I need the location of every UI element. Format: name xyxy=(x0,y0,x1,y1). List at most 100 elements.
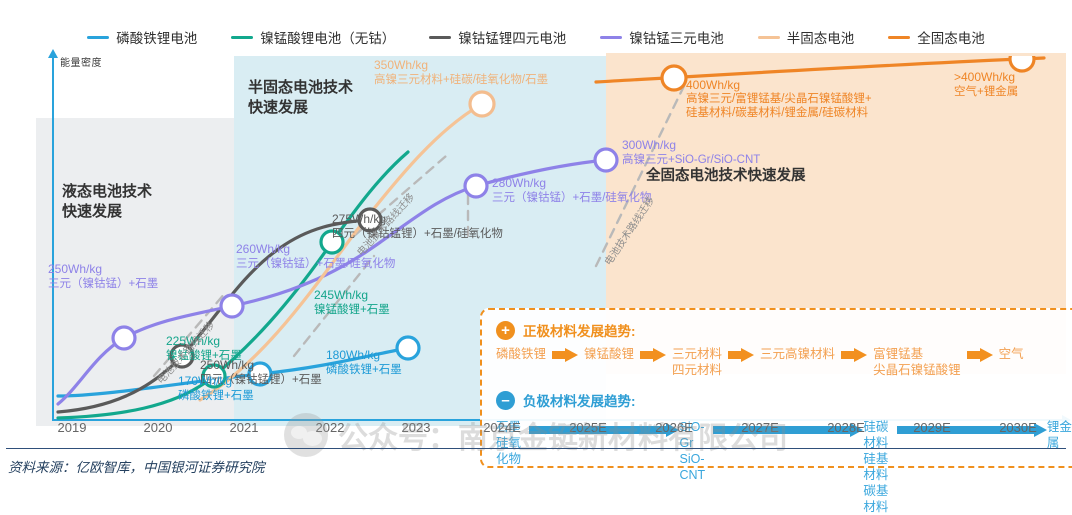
chain-arrow xyxy=(896,422,1047,443)
x-tick-2023: 2023 xyxy=(401,420,431,435)
negative-trend-header: – 负极材料发展趋势: xyxy=(496,390,1072,410)
chain-arrow xyxy=(640,347,667,368)
arrow-icon xyxy=(552,348,579,362)
label-245-lnmo: 245Wh/kg 镍锰酸锂+石墨 xyxy=(314,288,390,316)
band-title-allsolid: 全固态电池技术快速发展 xyxy=(646,168,806,184)
arrow-icon xyxy=(728,348,755,362)
label-170-lfp: 170Wh/kg 磷酸铁锂+石墨 xyxy=(178,374,254,402)
plot-area: 能量密度 液态电池技术 快速发展 半固态电池技术 快速发展 全固态电池技术快速发… xyxy=(36,49,1072,514)
chart-legend: 磷酸铁锂电池 镍锰酸锂电池（无钴） 镍钴锰锂四元电池 镍钴锰三元电池 半固态电池 全固态电… xyxy=(0,26,1072,48)
legend-swatch xyxy=(87,35,110,39)
datapoint-250-ncm xyxy=(111,325,137,351)
legend-label: 镍锰酸锂电池（无钴） xyxy=(260,31,396,46)
datapoint-225-lnmo xyxy=(201,363,227,389)
band-title-liquid: 液态电池技术 快速发展 xyxy=(62,183,153,220)
legend-label: 镍钴锰三元电池 xyxy=(629,31,724,46)
chain-arrow xyxy=(713,422,864,443)
x-tick-2022: 2022 xyxy=(315,420,345,435)
x-tick-2027E: 2027E xyxy=(741,420,779,435)
negative-trend-title: 负极材料发展趋势: xyxy=(523,394,636,409)
chain-item: 磷酸铁锂 xyxy=(496,347,547,361)
series-line-allsolid xyxy=(594,56,1046,84)
x-tick-2030E: 2030E xyxy=(999,420,1037,435)
chain-arrow xyxy=(552,347,579,368)
chain-item: 锂金属 xyxy=(1046,420,1072,450)
material-trend-box: + 正极材料发展趋势: 磷酸铁锂 镍锰酸锂 三元材料 四元材料 三元高镍材料 富锂锰基 … xyxy=(480,308,1072,514)
chain-arrow xyxy=(529,422,680,443)
x-tick-2026E: 2026E xyxy=(655,420,693,435)
chain-item: 石墨 硅氧化物 xyxy=(496,420,522,466)
label-250-ncm: 250Wh/kg 三元（镍钴锰）+石墨 xyxy=(48,262,159,290)
legend-label: 半固态电池 xyxy=(786,31,855,46)
datapoint-245-lnmo xyxy=(319,229,345,255)
datapoint-260-ncm xyxy=(219,293,245,319)
datapoint-400-allsolid xyxy=(660,64,688,92)
chain-item: 镍锰酸锂 xyxy=(584,347,635,361)
label-400-allsolid: 400Wh/kg 高镍三元/富锂锰基/尖晶石镍锰酸锂+ 硅基材料/碳基材料/锂金… xyxy=(686,78,872,119)
label-260-ncm: 260Wh/kg 三元（镍钴锰）+石墨/硅氧化物 xyxy=(236,242,396,270)
chart-root: 磷酸铁锂电池 镍锰酸锂电池（无钴） 镍钴锰锂四元电池 镍钴锰三元电池 半固态电池 全固态电… xyxy=(0,26,1072,514)
legend-item-5[interactable]: 全固态电池 xyxy=(888,27,985,47)
datapoint-170-lfp xyxy=(247,361,273,387)
band-liquid-era xyxy=(36,118,234,426)
label-350-semisolid: 350Wh/kg 高镍三元材料+硅碳/硅氧化物/石墨 xyxy=(374,58,549,86)
legend-swatch xyxy=(888,35,911,39)
minus-icon: – xyxy=(496,390,515,410)
footer-divider xyxy=(6,448,1066,449)
label-300-ncm: 300Wh/kg 高镍三元+SiO-Gr/SiO-CNT xyxy=(622,138,761,166)
label-225-lnmo: 225Wh/kg 镍锰酸锂+石墨 xyxy=(166,334,242,362)
label-275-quaternary: 275Wh/kg 四元（镍钴锰锂）+石墨/硅氧化物 xyxy=(332,212,503,240)
datapoint-350-semisolid xyxy=(468,90,496,118)
x-axis-ticks: 2019 2020 2021 2022 2023 2024E 2025E 2026E 2027E… xyxy=(36,420,1066,440)
legend-item-1[interactable]: 镍锰酸锂电池（无钴） xyxy=(231,27,395,47)
y-axis-label: 能量密度 xyxy=(60,58,102,69)
datapoint-180-lfp xyxy=(395,335,421,361)
legend-item-3[interactable]: 镍钴锰三元电池 xyxy=(600,27,724,47)
x-tick-2029E: 2029E xyxy=(913,420,951,435)
legend-swatch xyxy=(429,35,452,39)
label-250-quaternary: 250Wh/kg 四元（镍钴锰锂）+石墨 xyxy=(200,358,322,386)
legend-item-4[interactable]: 半固态电池 xyxy=(757,27,855,47)
chain-arrow xyxy=(966,347,993,368)
positive-material-chain: 磷酸铁锂 镍锰酸锂 三元材料 四元材料 三元高镍材料 富锂锰基 尖晶石镍锰酸锂 空气 xyxy=(496,345,1072,378)
positive-trend-title: 正极材料发展趋势: xyxy=(523,324,636,339)
arrow-icon xyxy=(966,348,993,362)
arrow-icon xyxy=(896,423,1047,437)
migration-arrow-5 xyxy=(594,84,686,268)
arrow-icon xyxy=(713,423,864,437)
migration-arrow-2 xyxy=(292,254,376,358)
chain-item: 三元材料 四元材料 xyxy=(672,347,723,377)
legend-item-2[interactable]: 镍钴锰锂四元电池 xyxy=(429,27,566,47)
source-note: 资料来源：亿欧智库，中国银河证券研究院 xyxy=(8,460,265,475)
x-tick-2024E: 2024E xyxy=(483,420,521,435)
x-tick-2021: 2021 xyxy=(229,420,259,435)
series-line-semisolid xyxy=(198,102,484,402)
datapoint-275-quad xyxy=(357,207,383,233)
legend-swatch xyxy=(600,35,623,39)
datapoint-280-ncm xyxy=(463,173,489,199)
label-180-lfp: 180Wh/kg 磷酸铁锂+石墨 xyxy=(326,348,402,376)
x-tick-2025E: 2025E xyxy=(569,420,607,435)
plus-icon: + xyxy=(496,320,515,340)
legend-swatch xyxy=(757,35,780,39)
legend-item-0[interactable]: 磷酸铁锂电池 xyxy=(87,27,197,47)
arrow-icon xyxy=(640,348,667,362)
legend-label: 全固态电池 xyxy=(917,31,985,46)
chain-item: 富锂锰基 尖晶石镍锰酸锂 xyxy=(873,347,961,377)
chain-arrow xyxy=(841,347,868,368)
chain-arrow xyxy=(728,347,755,368)
migration-arrow-1 xyxy=(152,290,228,378)
legend-label: 磷酸铁锂电池 xyxy=(116,31,198,46)
legend-label: 镍钴锰锂四元电池 xyxy=(458,31,567,46)
datapoint-250-quad xyxy=(169,343,195,369)
label-280-ncm: 280Wh/kg 三元（镍钴锰）+石墨/硅氧化物 xyxy=(492,176,652,204)
positive-trend-header: + 正极材料发展趋势: xyxy=(496,320,1072,340)
legend-swatch xyxy=(231,35,254,39)
series-line-lnmo xyxy=(56,150,410,420)
x-tick-2028E: 2028E xyxy=(827,420,865,435)
datapoint-400plus-allsolid xyxy=(1008,56,1036,73)
label-400plus-allsolid: >400Wh/kg 空气+锂金属 xyxy=(954,70,1019,98)
x-tick-2020: 2020 xyxy=(143,420,173,435)
negative-material-chain: 石墨 硅氧化物 SiO-Gr SiO-CNT 硅碳材料 硅基材料 碳基材料 锂金属 xyxy=(496,418,1072,515)
y-axis xyxy=(48,49,58,421)
